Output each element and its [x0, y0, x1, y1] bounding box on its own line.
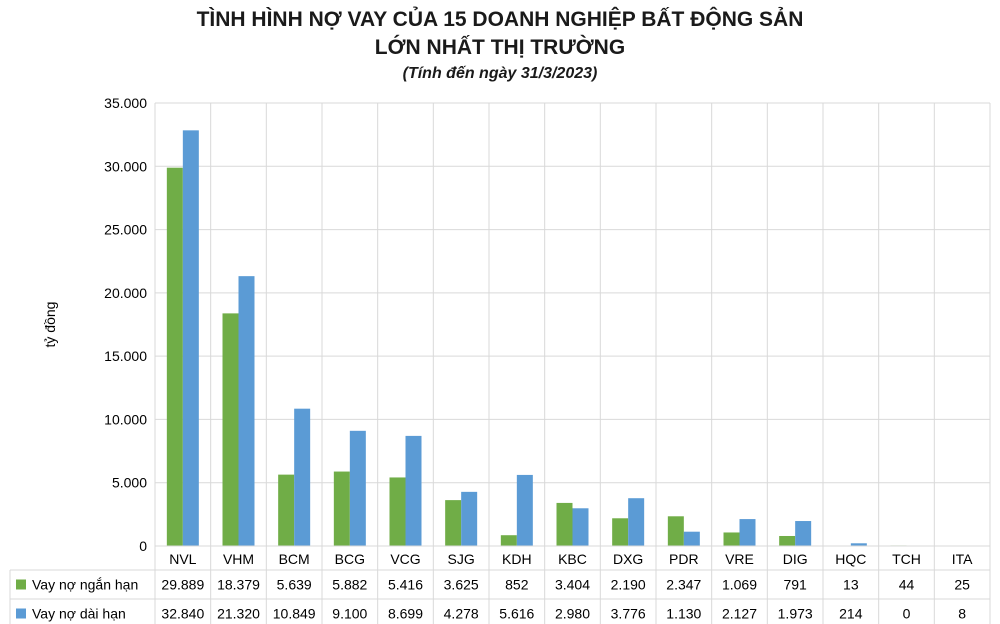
data-table-cell: 1.973: [778, 606, 813, 622]
bar-short-term-pdr: [667, 516, 684, 546]
y-tick-label: 10.000: [104, 411, 147, 427]
bar-long-term-bcg: [349, 430, 366, 546]
bar-short-term-bcg: [333, 471, 350, 546]
y-tick-label: 20.000: [104, 285, 147, 301]
category-label: VHM: [223, 551, 254, 567]
y-axis-label: tỷ đồng: [42, 302, 58, 348]
legend-label: Vay nợ dài hạn: [32, 606, 126, 622]
legend-key-long-term: [16, 608, 26, 619]
category-label: TCH: [892, 551, 921, 567]
data-table-cell: 21.320: [217, 606, 260, 622]
data-table-cell: 214: [839, 606, 863, 622]
data-table-cell: 1.130: [666, 606, 701, 622]
category-label: BCG: [335, 551, 365, 567]
bar-short-term-kbc: [556, 502, 573, 546]
data-table-cell: 852: [505, 577, 529, 593]
data-table-cell: 25: [954, 577, 970, 593]
data-table-cell: 2.347: [666, 577, 701, 593]
bar-long-term-dig: [795, 521, 812, 546]
bar-long-term-kdh: [516, 474, 533, 546]
category-label: KBC: [558, 551, 587, 567]
data-table-cell: 3.404: [555, 577, 590, 593]
category-label: ITA: [952, 551, 973, 567]
bar-short-term-bcm: [278, 474, 295, 546]
data-table-cell: 2.127: [722, 606, 757, 622]
legend-key-short-term: [16, 579, 26, 590]
data-table-cell: 5.416: [388, 577, 423, 593]
data-table-cell: 44: [899, 577, 915, 593]
category-label: PDR: [669, 551, 699, 567]
data-table-cell: 3.776: [611, 606, 646, 622]
bar-short-term-vre: [723, 532, 740, 546]
y-tick-label: 30.000: [104, 158, 147, 174]
bar-long-term-dxg: [628, 498, 645, 546]
bar-short-term-sjg: [445, 500, 462, 546]
category-label: BCM: [279, 551, 310, 567]
bar-long-term-vre: [739, 519, 756, 546]
bar-long-term-sjg: [461, 491, 478, 546]
data-table-cell: 5.639: [277, 577, 312, 593]
bar-short-term-vcg: [389, 477, 406, 546]
data-table-cell: 4.278: [444, 606, 479, 622]
bar-short-term-dxg: [612, 518, 629, 546]
category-label: DXG: [613, 551, 643, 567]
data-table-cell: 8: [958, 606, 966, 622]
bar-short-term-vhm: [222, 313, 239, 546]
data-table-cell: 29.889: [161, 577, 204, 593]
bar-long-term-kbc: [572, 508, 589, 546]
legend-label: Vay nợ ngắn hạn: [32, 577, 138, 593]
data-table-cell: 5.616: [499, 606, 534, 622]
bar-long-term-bcm: [294, 408, 311, 546]
data-table-cell: 10.849: [273, 606, 316, 622]
data-table-cell: 18.379: [217, 577, 260, 593]
y-tick-label: 15.000: [104, 348, 147, 364]
category-label: NVL: [169, 551, 196, 567]
bar-long-term-vhm: [238, 276, 255, 546]
bar-short-term-nvl: [166, 167, 183, 546]
data-table-cell: 13: [843, 577, 859, 593]
data-table-cell: 5.882: [332, 577, 367, 593]
category-label: VCG: [390, 551, 420, 567]
y-tick-label: 35.000: [104, 95, 147, 111]
bar-short-term-dig: [779, 535, 796, 546]
category-label: HQC: [835, 551, 866, 567]
data-table-cell: 1.069: [722, 577, 757, 593]
y-tick-label: 5.000: [112, 475, 147, 491]
category-label: VRE: [725, 551, 754, 567]
data-table-cell: 3.625: [444, 577, 479, 593]
data-table-cell: 0: [903, 606, 911, 622]
bar-long-term-vcg: [405, 435, 422, 546]
chart-title-line-1: TÌNH HÌNH NỢ VAY CỦA 15 DOANH NGHIỆP BẤT…: [196, 8, 804, 31]
data-table-cell: 2.190: [611, 577, 646, 593]
chart-subtitle: (Tính đến ngày 31/3/2023): [402, 65, 598, 82]
bar-short-term-kdh: [500, 535, 517, 546]
data-table-cell: 2.980: [555, 606, 590, 622]
data-table-cell: 32.840: [161, 606, 204, 622]
y-tick-label: 25.000: [104, 222, 147, 238]
data-table-cell: 791: [783, 577, 807, 593]
bar-long-term-pdr: [683, 531, 700, 546]
category-label: SJG: [448, 551, 475, 567]
data-table-cell: 8.699: [388, 606, 423, 622]
category-label: DIG: [783, 551, 808, 567]
chart-title-line-2: LỚN NHẤT THỊ TRƯỜNG: [374, 36, 626, 59]
category-label: KDH: [502, 551, 532, 567]
bar-long-term-nvl: [182, 130, 199, 547]
chart-title-block: TÌNH HÌNH NỢ VAY CỦA 15 DOANH NGHIỆP BẤT…: [0, 6, 1000, 86]
y-tick-label: 0: [139, 538, 147, 554]
bar-long-term-hqc: [850, 543, 867, 546]
data-table-cell: 9.100: [332, 606, 367, 622]
